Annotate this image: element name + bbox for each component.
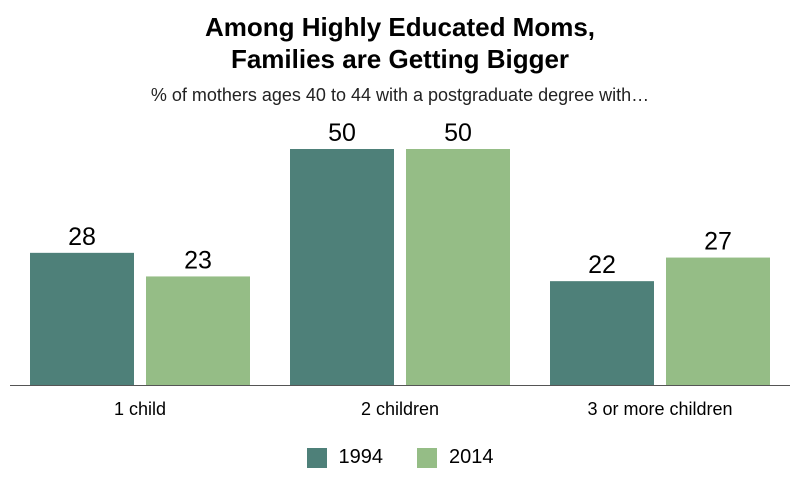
chart-subtitle: % of mothers ages 40 to 44 with a postgr… xyxy=(150,85,650,105)
data-label-2014-1: 50 xyxy=(444,119,472,147)
data-label-1994-1: 50 xyxy=(328,119,356,147)
bar-1994-2 xyxy=(550,281,654,385)
chart-title-line-2: Families are Getting Bigger xyxy=(230,44,570,74)
chart-legend: 1994 2014 xyxy=(0,446,800,469)
data-label-2014-2: 27 xyxy=(704,228,732,256)
legend-swatch-1994 xyxy=(306,447,327,468)
legend-item-2014: 2014 xyxy=(417,446,494,469)
data-label-2014-0: 23 xyxy=(184,246,212,274)
category-label-1: 2 children xyxy=(361,399,439,419)
bar-2014-1 xyxy=(406,149,510,385)
bar-2014-0 xyxy=(146,276,250,385)
legend-label-2014: 2014 xyxy=(449,446,494,468)
chart-title-line-1: Among Highly Educated Moms, xyxy=(204,12,596,42)
legend-label-1994: 1994 xyxy=(338,446,384,468)
data-label-1994-0: 28 xyxy=(68,223,96,251)
category-label-0: 1 child xyxy=(114,399,166,419)
category-label-2: 3 or more children xyxy=(587,399,732,419)
legend-item-1994: 1994 xyxy=(306,446,384,469)
bar-1994-0 xyxy=(30,252,134,385)
data-label-1994-2: 22 xyxy=(588,251,616,279)
bar-2014-2 xyxy=(666,257,770,385)
bar-1994-1 xyxy=(290,149,394,385)
legend-swatch-2014 xyxy=(417,447,437,468)
